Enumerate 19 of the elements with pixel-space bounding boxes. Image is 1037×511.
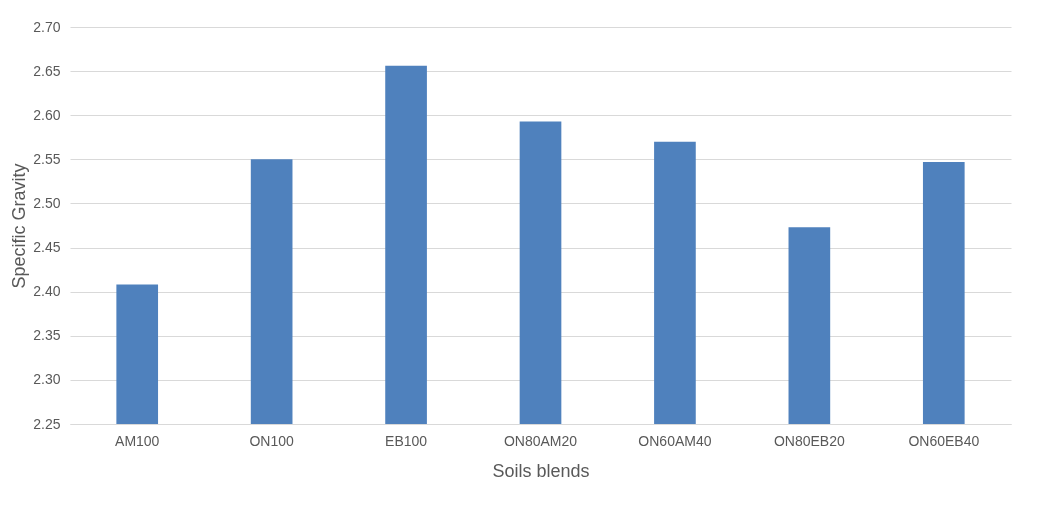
x-tick-label: ON60EB40 — [908, 432, 980, 449]
x-tick-label: EB100 — [385, 432, 428, 449]
x-tick-label: ON100 — [249, 432, 295, 449]
x-axis-title: Soils blends — [492, 460, 590, 481]
x-tick-label: ON80EB20 — [773, 432, 845, 449]
x-tick-label: AM100 — [115, 432, 160, 449]
x-tick-label: ON60AM40 — [638, 432, 712, 449]
y-axis-title: Specific Gravity — [9, 163, 30, 289]
y-tick-label: 2.35 — [33, 327, 61, 344]
y-tick-label: 2.55 — [33, 150, 61, 167]
x-tick-label: ON80AM20 — [503, 432, 578, 449]
y-tick-label: 2.30 — [33, 371, 61, 388]
y-tick-label: 2.70 — [33, 18, 61, 35]
y-tick-label: 2.60 — [33, 106, 61, 123]
y-tick-label: 2.25 — [33, 415, 61, 432]
y-tick-label: 2.45 — [33, 239, 61, 256]
y-tick-label: 2.40 — [33, 283, 61, 300]
y-tick-label: 2.65 — [33, 62, 61, 79]
y-tick-label: 2.50 — [33, 194, 61, 211]
